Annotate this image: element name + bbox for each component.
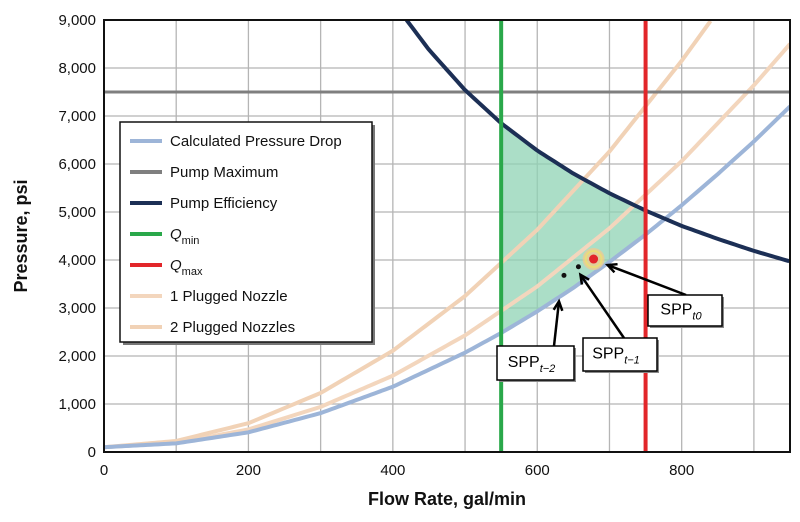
annotation-arrow [607,263,687,297]
y-tick-label: 6,000 [58,156,96,173]
legend-entry: Calculated Pressure Drop [170,133,342,150]
arrowhead-icon [604,262,618,274]
legend-entry: 1 Plugged Nozzle [170,288,288,305]
x-tick-label: 200 [236,462,261,479]
y-tick-label: 0 [88,444,96,461]
plot-frame [103,19,791,453]
x-tick-label: 800 [669,462,694,479]
annotation-arrow [552,301,561,347]
y-tick-label: 3,000 [58,300,96,317]
series-line-calculated-pressure-drop [104,104,790,450]
legend-entry: Qmin [170,226,199,247]
legend-entry: Pump Efficiency [170,195,278,212]
data-point-spp-0 [561,272,567,278]
annotation-label: SPPt−2 [508,354,556,375]
x-tick-label: 600 [525,462,550,479]
y-tick-label: 8,000 [58,60,96,77]
y-tick-label: 4,000 [58,252,96,269]
x-axis-title: Flow Rate, gal/min [368,489,526,509]
arrowhead-icon [578,272,590,285]
annotation-box [647,294,723,327]
legend-entry: Pump Maximum [170,164,278,181]
data-point-spp-1 [575,264,581,270]
series-line-2-plugged-nozzles [104,20,713,450]
annotation-label: SPPt−1 [592,346,640,367]
y-tick-label: 2,000 [58,348,96,365]
y-tick-label: 9,000 [58,12,96,29]
y-tick-label: 1,000 [58,396,96,413]
y-tick-label: 5,000 [58,204,96,221]
annotation-arrow [579,274,626,339]
data-point-spp-2 [589,254,599,264]
y-axis-title: Pressure, psi [11,179,31,292]
legend-entry: Qmax [170,257,203,278]
legend-entry: 2 Plugged Nozzles [170,319,295,336]
legend-box [119,121,373,343]
series-line-pump-efficiency [404,20,790,264]
arrowhead-icon [552,298,564,312]
annotation-label: SPPt0 [660,302,702,323]
spp-glow-ring [584,250,603,269]
annotation-box [496,345,575,381]
annotation-box [582,337,658,372]
x-tick-label: 0 [100,462,108,479]
operating-window-shading [501,123,646,333]
legend: Calculated Pressure Drop Pump Maximum Pump… [119,121,375,345]
y-tick-label: 7,000 [58,108,96,125]
x-tick-label: 400 [380,462,405,479]
